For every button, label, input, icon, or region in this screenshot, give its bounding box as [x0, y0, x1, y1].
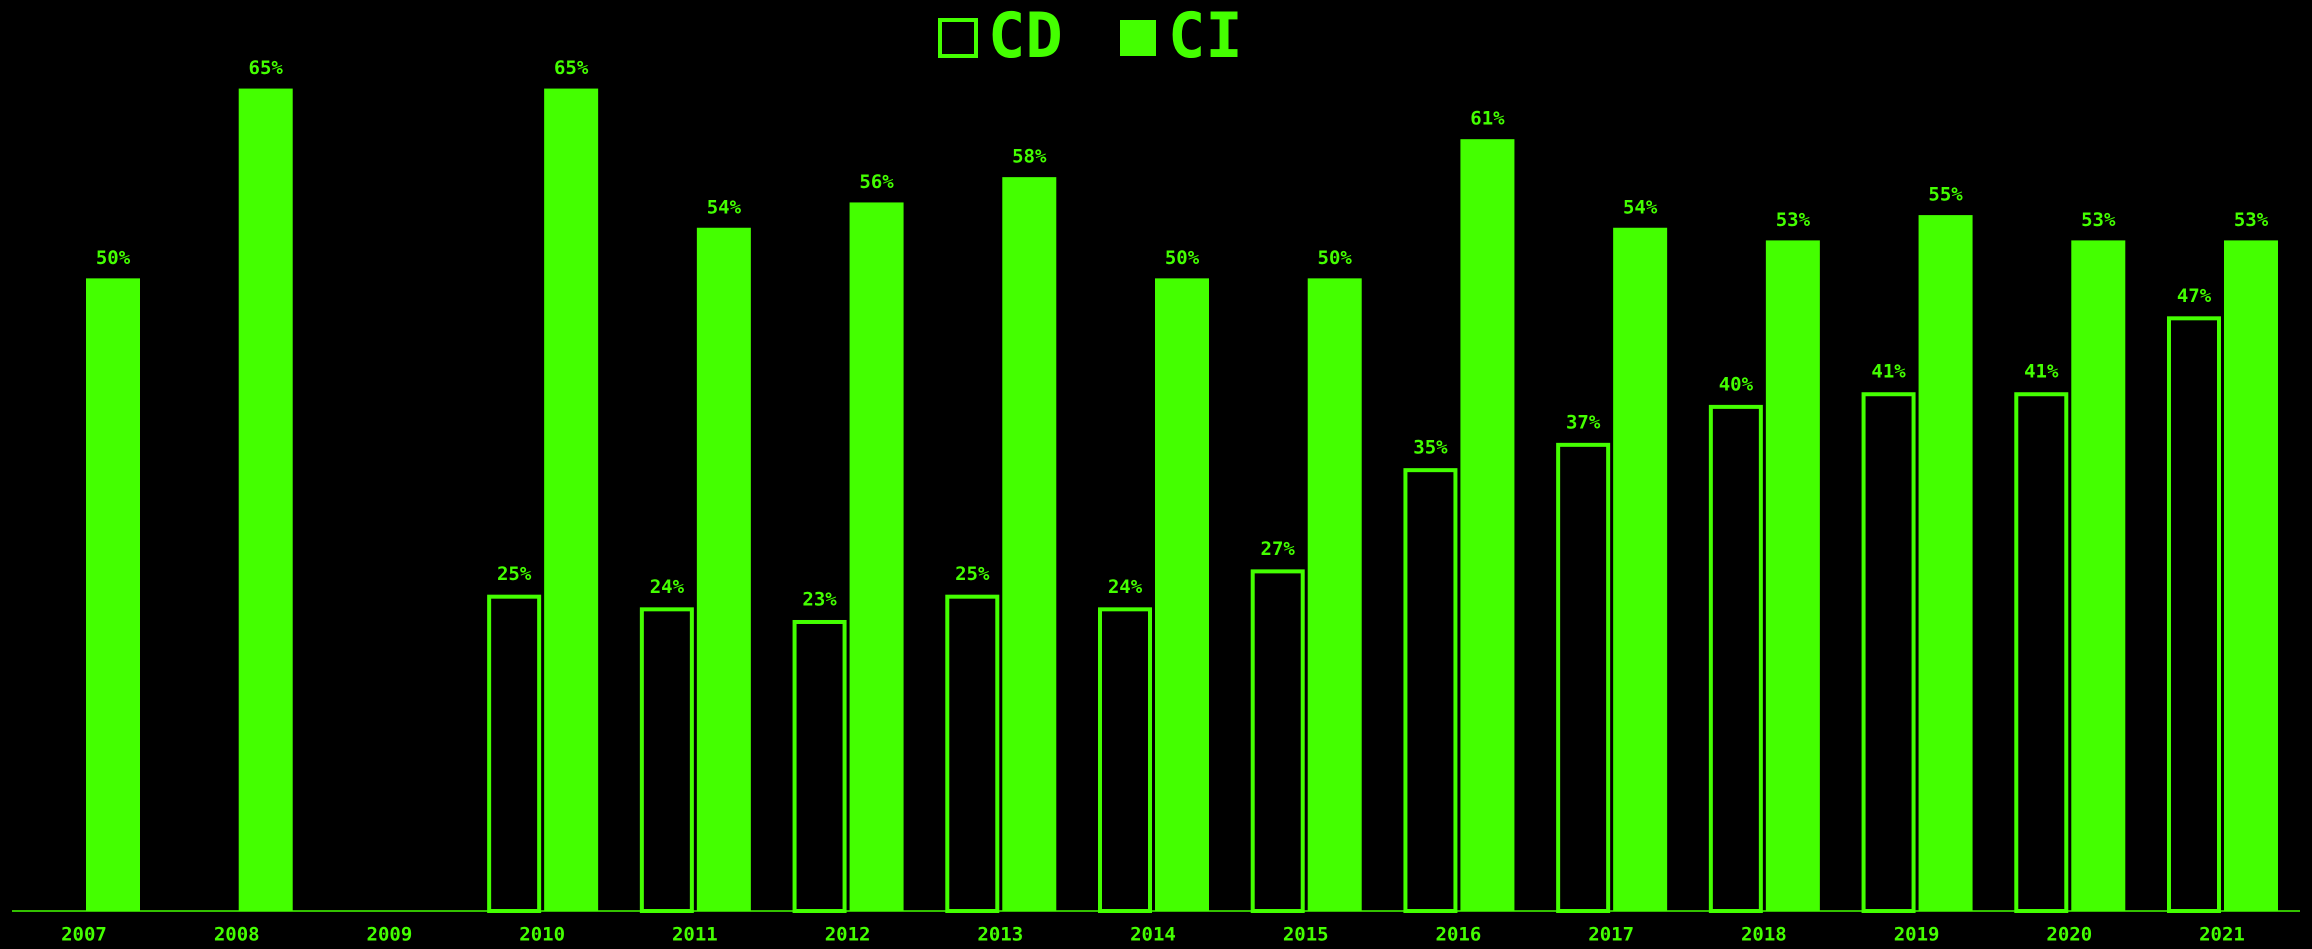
x-tick-label: 2009 — [367, 924, 413, 946]
bar — [1613, 227, 1668, 911]
value-label: 53% — [2234, 209, 2269, 231]
value-label: 24% — [650, 576, 685, 598]
x-tick-label: 2011 — [672, 924, 718, 946]
bar — [238, 88, 293, 911]
x-tick-label: 2021 — [2199, 924, 2245, 946]
x-tick-label: 2008 — [214, 924, 260, 946]
value-label: 55% — [1928, 184, 1963, 206]
value-label: 56% — [859, 171, 894, 193]
value-label: 50% — [1318, 247, 1353, 269]
value-label: 65% — [554, 57, 589, 79]
bar — [487, 594, 542, 913]
bar — [792, 619, 847, 913]
value-label: 24% — [1108, 576, 1143, 598]
x-tick-label: 2016 — [1436, 924, 1482, 946]
bar — [86, 278, 140, 912]
x-tick-label: 2012 — [825, 924, 871, 946]
x-tick-label: 2019 — [1894, 924, 1940, 946]
value-label: 65% — [249, 57, 284, 79]
value-label: 41% — [2024, 361, 2059, 383]
bar — [1556, 442, 1611, 913]
value-label: 37% — [1566, 411, 1601, 433]
value-label: 54% — [1623, 196, 1658, 218]
bar — [849, 202, 904, 911]
value-label: 40% — [1719, 373, 1754, 395]
value-label: 41% — [1871, 361, 1906, 383]
bar — [1002, 177, 1057, 911]
x-tick-label: 2010 — [519, 924, 565, 946]
value-label: 58% — [1012, 146, 1047, 168]
bar — [1250, 569, 1305, 913]
value-label: 50% — [1165, 247, 1200, 269]
bar — [639, 607, 694, 913]
bar — [696, 227, 751, 911]
bar — [1155, 278, 1209, 912]
bar — [1460, 139, 1515, 912]
x-tick-label: 2007 — [61, 924, 107, 946]
value-label: 53% — [2081, 209, 2116, 231]
x-tick-label: 2015 — [1283, 924, 1329, 946]
x-tick-label: 2014 — [1130, 924, 1176, 946]
value-label: 61% — [1470, 108, 1505, 130]
legend-swatch — [938, 18, 978, 58]
x-tick-label: 2020 — [2046, 924, 2092, 946]
bar — [544, 88, 599, 911]
legend-label: CD — [988, 0, 1063, 72]
value-label: 47% — [2177, 285, 2212, 307]
bar — [2224, 240, 2278, 911]
bar — [1765, 240, 1820, 911]
legend-swatch — [1120, 20, 1156, 56]
bar — [1098, 607, 1152, 913]
bar — [2071, 240, 2126, 911]
bar — [2167, 316, 2221, 913]
x-tick-label: 2013 — [977, 924, 1023, 946]
x-tick-label: 2018 — [1741, 924, 1787, 946]
value-label: 23% — [802, 588, 837, 610]
value-label: 50% — [96, 247, 131, 269]
value-label: 54% — [707, 196, 742, 218]
bar — [1307, 278, 1362, 912]
x-tick-label: 2017 — [1588, 924, 1634, 946]
value-label: 27% — [1261, 538, 1296, 560]
bar — [945, 594, 1000, 913]
value-label: 25% — [955, 563, 990, 585]
bar — [1918, 215, 1973, 911]
value-label: 53% — [1776, 209, 1811, 231]
value-label: 35% — [1413, 437, 1448, 459]
bar — [1861, 392, 1916, 914]
bar — [2014, 392, 2069, 914]
bar — [1708, 404, 1763, 913]
legend-label: CI — [1168, 0, 1243, 72]
value-label: 25% — [497, 563, 532, 585]
bar — [1403, 468, 1458, 913]
